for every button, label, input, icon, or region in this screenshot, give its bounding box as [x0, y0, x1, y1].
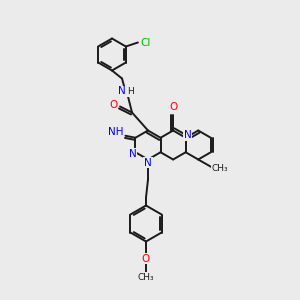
Text: CH₃: CH₃ — [138, 273, 154, 282]
Text: CH₃: CH₃ — [212, 164, 229, 173]
Text: O: O — [142, 254, 150, 263]
Text: N: N — [144, 158, 152, 167]
Text: Cl: Cl — [141, 38, 151, 47]
Text: NH: NH — [108, 127, 123, 137]
Text: O: O — [109, 100, 117, 110]
Text: O: O — [169, 103, 177, 112]
Text: N: N — [184, 130, 191, 140]
Text: N: N — [129, 149, 136, 159]
Text: N: N — [118, 86, 126, 97]
Text: H: H — [128, 87, 134, 96]
